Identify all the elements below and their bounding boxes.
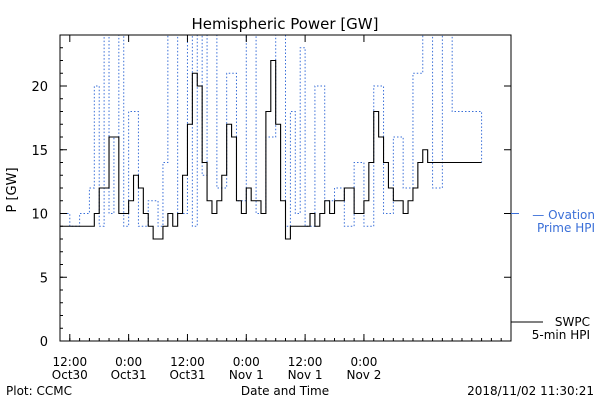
x-tick-label-time: 12:00 <box>288 355 323 369</box>
series-layer <box>60 35 483 240</box>
y-tick-label: 20 <box>31 80 48 95</box>
series-ovation-prime-line <box>60 35 483 227</box>
x-tick-label-date: Oct31 <box>111 368 147 382</box>
legend-swpc-label: 5-min HPI <box>532 328 590 342</box>
x-axis-title: Date and Time <box>241 384 329 398</box>
legend-swpc-label: SWPC <box>555 315 590 329</box>
y-axis-title: P [GW] <box>5 167 20 212</box>
x-tick-label-date: Oct31 <box>169 368 205 382</box>
x-tick-label-date: Oct30 <box>52 368 88 382</box>
y-tick-label: 5 <box>40 271 48 286</box>
legend-ovation-label: Prime HPI <box>537 221 595 235</box>
y-axis-label: P [GW] <box>5 167 20 212</box>
footer-timestamp: 2018/11/02 11:30:21 <box>467 384 594 398</box>
x-tick-label-time: 0:00 <box>350 355 377 369</box>
legend-ovation-label: — Ovation <box>532 208 595 222</box>
x-tick-label-time: 12:00 <box>170 355 205 369</box>
x-tick-label-time: 12:00 <box>53 355 88 369</box>
y-tick-label: 10 <box>31 208 48 223</box>
series-swpc-line <box>60 59 482 240</box>
x-tick-label-time: 0:00 <box>233 355 260 369</box>
y-axis-ticks: 0 5 10 15 20 <box>31 34 511 350</box>
plot-frame <box>59 34 512 342</box>
y-tick-label: 0 <box>40 335 48 350</box>
chart-title: Hemispheric Power [GW] <box>192 15 379 33</box>
footer-plot-source: Plot: CCMC <box>6 384 72 398</box>
x-tick-label-date: Nov 1 <box>229 368 264 382</box>
x-tick-label-date: Nov 2 <box>346 368 381 382</box>
x-tick-label-time: 0:00 <box>115 355 142 369</box>
y-tick-label: 15 <box>31 144 48 159</box>
x-tick-label-date: Nov 1 <box>288 368 323 382</box>
